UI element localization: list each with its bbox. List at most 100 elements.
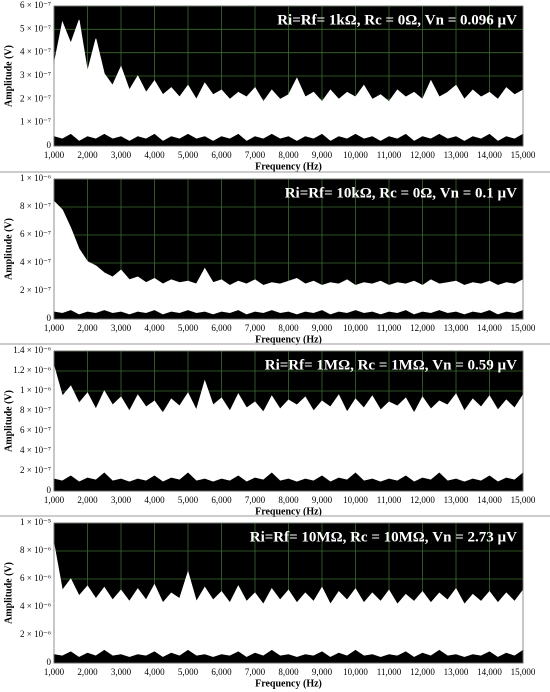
x-tick-label: 15,000 [511,150,536,160]
spectrum-area [53,649,524,664]
x-tick-label: 5,000 [178,323,199,333]
x-tick-label: 9,000 [312,323,333,333]
x-tick-label: 14,000 [477,667,502,677]
x-tick-label: 11,000 [377,667,402,677]
x-tick-label: 12,000 [410,667,435,677]
y-tick-label: 2 × 10⁻⁷ [20,285,51,295]
x-tick-label: 15,000 [511,495,536,505]
y-tick-label: 1 × 10⁻⁵ [20,517,51,527]
x-tick-label: 4,000 [144,495,165,505]
x-tick-label: 2,000 [77,150,98,160]
chart-title: Ri=Rf= 10MΩ, Rc = 10MΩ, Vn = 2.73 µV [250,529,517,545]
x-tick-label: 5,000 [178,667,199,677]
x-tick-label: 4,000 [144,323,165,333]
x-tick-label: 4,000 [144,150,165,160]
x-axis-label: Frequency (Hz) [255,678,322,689]
x-tick-label: 9,000 [312,667,333,677]
y-axis-label: Amplitude (V) [3,45,14,107]
y-tick-label: 0 [47,485,52,495]
x-tick-label: 6,000 [211,150,232,160]
chart-title: Ri=Rf= 1MΩ, Rc = 1MΩ, Vn = 0.59 µV [265,357,517,373]
x-tick-label: 14,000 [477,495,502,505]
x-tick-label: 10,000 [343,323,368,333]
x-tick-label: 11,000 [377,495,402,505]
y-tick-label: 8 × 10⁻⁶ [20,545,51,555]
x-tick-label: 13,000 [444,667,469,677]
x-tick-label: 7,000 [245,150,266,160]
x-tick-label: 3,000 [111,150,132,160]
y-tick-label: 1 × 10⁻⁶ [20,173,51,183]
y-tick-label: 4 × 10⁻⁷ [20,445,51,455]
x-tick-label: 3,000 [111,495,132,505]
x-tick-label: 7,000 [245,667,266,677]
spectrum-area [53,310,524,320]
y-tick-label: 1.2 × 10⁻⁶ [13,365,51,375]
y-tick-label: 2 × 10⁻⁶ [20,629,51,639]
x-tick-label: 15,000 [511,667,536,677]
x-axis-label: Frequency (Hz) [255,506,322,517]
x-tick-label: 6,000 [211,495,232,505]
x-tick-label: 12,000 [410,150,435,160]
x-tick-label: 9,000 [312,150,333,160]
plot-border [53,178,524,320]
y-tick-label: 3 × 10⁻⁷ [20,70,51,80]
x-tick-label: 2,000 [77,495,98,505]
y-tick-label: 5 × 10⁻⁷ [20,23,51,33]
x-tick-label: 9,000 [312,495,333,505]
x-tick-label: 11,000 [377,150,402,160]
x-tick-label: 6,000 [211,667,232,677]
panel: 0 1 × 10⁻⁷ 2 × 10⁻⁷ 3 × 10⁻⁷ 4 × 10⁻⁷ 5 × 10⁻… [3,0,536,172]
y-tick-label: 1 × 10⁻⁷ [20,117,51,127]
y-tick-label: 0 [47,313,52,323]
chart-title: Ri=Rf= 1kΩ, Rc = 0Ω, Vn = 0.096 µV [277,12,517,28]
x-tick-label: 8,000 [278,667,299,677]
x-tick-label: 10,000 [343,667,368,677]
y-tick-label: 8 × 10⁻⁷ [20,201,51,211]
y-axis-label: Amplitude (V) [3,562,14,624]
panel: 0 2 × 10⁻⁷ 4 × 10⁻⁷ 6 × 10⁻⁷ 8 × 10⁻⁷ 1 × 10⁻… [0,171,550,345]
x-tick-label: 12,000 [410,323,435,333]
x-tick-label: 11,000 [377,323,402,333]
y-tick-label: 4 × 10⁻⁷ [20,47,51,57]
x-tick-label: 14,000 [477,323,502,333]
x-axis-label: Frequency (Hz) [255,161,322,172]
x-tick-label: 5,000 [178,495,199,505]
x-tick-label: 15,000 [511,323,536,333]
y-axis-label: Amplitude (V) [3,390,14,452]
spectrum-area [53,472,524,492]
y-tick-label: 0 [47,657,52,667]
y-tick-label: 6 × 10⁻⁷ [20,229,51,239]
x-tick-label: 8,000 [278,323,299,333]
y-tick-label: 6 × 10⁻⁷ [20,425,51,435]
y-tick-label: 6 × 10⁻⁶ [20,573,51,583]
x-tick-label: 3,000 [111,667,132,677]
x-tick-label: 7,000 [245,323,266,333]
panel: 0 2 × 10⁻⁶ 4 × 10⁻⁶ 6 × 10⁻⁶ 8 × 10⁻⁶ 1 × 10⁻… [0,515,550,689]
x-tick-label: 1,000 [44,150,65,160]
x-tick-label: 5,000 [178,150,199,160]
x-tick-label: 2,000 [77,667,98,677]
y-tick-label: 6 × 10⁻⁷ [20,0,51,10]
x-axis-label: Frequency (Hz) [255,334,322,345]
x-tick-label: 14,000 [477,150,502,160]
x-tick-label: 13,000 [444,495,469,505]
x-tick-label: 7,000 [245,495,266,505]
y-tick-label: 1.4 × 10⁻⁶ [13,345,51,355]
y-tick-label: 1 × 10⁻⁶ [20,385,51,395]
plot-border [53,5,524,147]
x-tick-label: 12,000 [410,495,435,505]
spectrum-area [53,200,524,320]
x-tick-label: 1,000 [44,323,65,333]
y-tick-label: 4 × 10⁻⁶ [20,601,51,611]
x-tick-label: 10,000 [343,495,368,505]
y-tick-label: 8 × 10⁻⁷ [20,405,51,415]
x-tick-label: 1,000 [44,495,65,505]
y-tick-label: 0 [47,140,52,150]
spectrum-area [53,133,524,147]
x-tick-label: 8,000 [278,495,299,505]
x-tick-label: 3,000 [111,323,132,333]
spectrum-area [53,365,524,492]
chart-title: Ri=Rf= 10kΩ, Rc = 0Ω, Vn = 0.1 µV [285,185,517,201]
panel: 0 2 × 10⁻⁷ 4 × 10⁻⁷ 6 × 10⁻⁷ 8 × 10⁻⁷ 1 × 10⁻… [0,343,550,517]
